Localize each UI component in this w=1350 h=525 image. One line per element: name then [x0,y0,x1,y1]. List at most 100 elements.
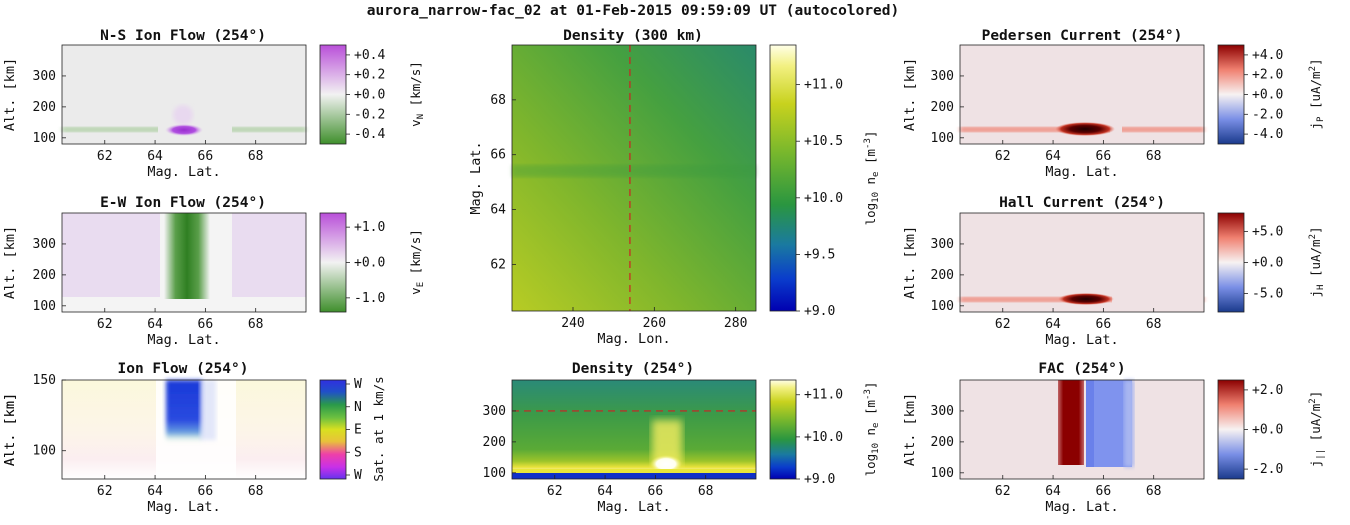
heatmap-field [62,380,306,479]
x-tick-label: 240 [561,316,584,331]
plot-frame [61,44,307,145]
colorbar-tick-label: +0.0 [1252,423,1283,438]
heatmap-field [512,380,756,479]
y-tick-label: 100 [483,466,506,481]
y-tick-label: 68 [490,93,506,108]
colorbar-tick-label: -2.0 [1252,462,1283,477]
y-tick-label: 66 [490,148,506,163]
x-tick-label: 68 [248,149,264,164]
colorbar-tick-label: +9.5 [804,247,835,262]
colorbar-tick-label: -0.2 [354,107,385,122]
y-tick-label: 300 [483,404,506,419]
y-tick-label: 200 [483,435,506,450]
y-tick-label: 300 [931,404,954,419]
y-tick-label: 300 [931,69,954,84]
x-tick-label: 68 [248,317,264,332]
panel-hall-current: Hall Current (254°) 62 64 66 68 100 200 300 Mag… [902,195,1205,348]
heatmap-field [62,45,306,144]
colorbar-tick-label: -0.4 [354,127,385,142]
colorbar-tick-label: S [354,445,362,460]
y-tick-label: 62 [490,257,506,272]
colorbar-density-cut: +11.0 +10.0 +9.0 log10 ne [m-3] [769,379,881,487]
x-tick-label: 64 [1045,484,1061,499]
colorbar-tick-label: +1.0 [354,220,385,235]
x-tick-label: 62 [97,317,113,332]
colorbar-tick-label: -1.0 [354,291,385,306]
panel-density-map: Density (300 km) 240 260 280 62 64 66 68 Mag. L… [468,28,757,347]
x-tick-label: 64 [1045,149,1061,164]
panel-title: Ion Flow (254°) [118,361,249,377]
colorbar-tick-label: +9.0 [804,304,835,319]
colorbar-gradient [1217,212,1245,313]
colorbar-tick-label: +2.0 [1252,68,1283,83]
x-tick-label: 64 [1045,317,1061,332]
colorbar-jpar: +2.0 +0.0 -2.0 j|| [uA/m2] [1217,379,1326,480]
colorbar-gradient [1217,379,1245,480]
panel-title: Density (254°) [572,361,694,377]
colorbar-label: log10 ne [m-3] [863,382,881,477]
colorbar-gradient [319,44,347,145]
x-tick-label: 68 [1146,317,1162,332]
colorbar-tick-label: +11.0 [804,78,843,93]
y-tick-label: 300 [931,237,954,252]
x-tick-label: 64 [147,317,163,332]
x-axis-label: Mag. Lat. [1045,332,1118,348]
colorbar-tick-label: N [354,400,362,415]
colorbar-gradient [319,212,347,313]
x-tick-label: 68 [698,484,714,499]
plot-frame [61,212,307,313]
x-tick-label: 64 [147,484,163,499]
y-tick-label: 200 [931,268,954,283]
y-axis-label: Alt. [km] [902,58,918,131]
panel-fac: FAC (254°) 62 64 66 68 100 200 300 Mag. Lat. Alt… [902,361,1205,515]
panel-title: N-S Ion Flow (254°) [100,28,266,44]
plot-frame [959,212,1205,313]
colorbar-tick-label: +11.0 [804,388,843,403]
x-axis-label: Mag. Lat. [597,499,670,515]
y-axis-label: Alt. [km] [2,393,18,466]
y-tick-label: 100 [931,131,954,146]
heatmap-field [960,380,1204,479]
panel-title: E-W Ion Flow (254°) [100,195,266,211]
y-axis-label: Alt. [km] [902,226,918,299]
panel-ns-ion-flow: N-S Ion Flow (254°) 62 64 66 68 100 200 300 Mag… [2,28,307,180]
x-tick-label: 62 [995,484,1011,499]
colorbar-tick-label: +0.0 [354,256,385,271]
y-tick-label: 200 [33,100,56,115]
y-axis-label: Alt. [km] [2,226,18,299]
x-tick-label: 68 [248,484,264,499]
x-axis-label: Mag. Lat. [147,164,220,180]
y-axis-label: Alt. [km] [2,393,18,466]
colorbar-label: Sat. at 1 km/s [371,376,386,481]
x-axis-label: Mag. Lat. [1045,499,1118,515]
colorbar-tick-label: -4.0 [1252,127,1283,142]
y-tick-label: 300 [33,69,56,84]
colorbar-tick-label: +5.0 [1252,225,1283,240]
plot-frame [511,379,757,480]
colorbar-tick-label: +0.4 [354,48,385,63]
panel-ew-ion-flow: E-W Ion Flow (254°) 62 64 66 68 100 200 300 Mag… [2,195,307,348]
colorbar-jh: +5.0 +0.0 -5.0 jH [uA/m2] [1217,212,1326,313]
x-tick-label: 62 [97,484,113,499]
plot-frame [511,44,757,312]
colorbar-ve: +1.0 +0.0 -1.0 vE [km/s] [319,212,426,313]
x-tick-label: 62 [97,149,113,164]
x-axis-label: Mag. Lat. [147,499,220,515]
panel-title: FAC (254°) [1038,361,1125,377]
y-tick-label: 200 [931,435,954,450]
colorbar-tick-label: +10.0 [804,430,843,445]
x-tick-label: 66 [198,149,214,164]
colorbar-gradient [319,379,347,480]
colorbar-label: j|| [uA/m2] [1308,391,1326,467]
colorbar-gradient [769,44,797,312]
colorbar-vn: +0.4 +0.2 +0.0 -0.2 -0.4 vN [km/s] [319,44,426,145]
colorbar-tick-label: +2.0 [1252,383,1283,398]
colorbar-gradient [769,379,797,480]
colorbar-tick-label: +10.0 [804,191,843,206]
colorbar-tick-label: +0.0 [354,88,385,103]
colorbar-label: vE [km/s] [408,229,426,295]
x-tick-label: 62 [995,149,1011,164]
x-tick-label: 66 [198,484,214,499]
